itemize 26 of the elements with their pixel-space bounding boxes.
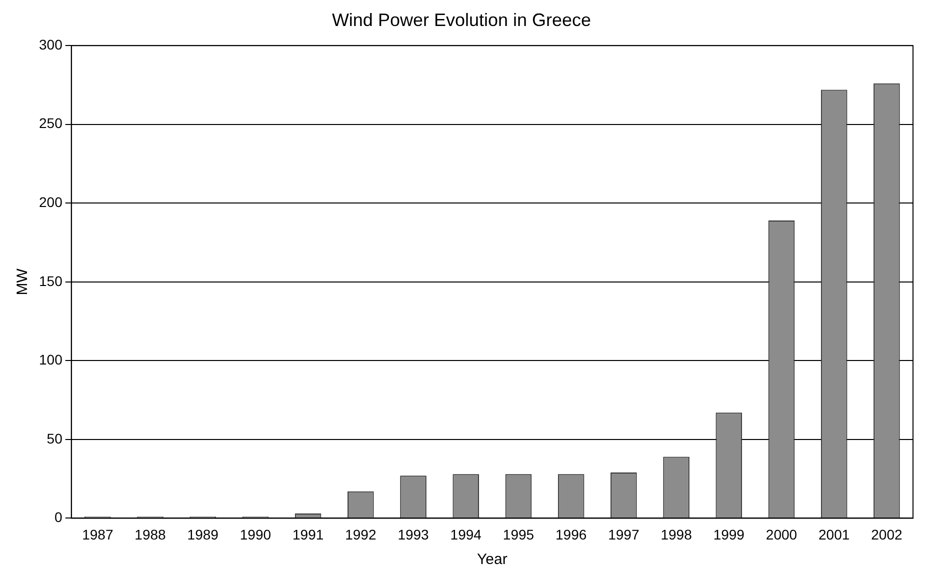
x-tick-label: 2002 (871, 526, 902, 542)
x-tick-label: 1991 (292, 526, 324, 542)
x-tick-label: 1987 (82, 526, 114, 542)
x-tick-label: 1997 (608, 526, 640, 542)
x-tick-label: 2000 (766, 526, 798, 542)
x-tick-label: 1992 (345, 526, 376, 542)
x-tick-label: 1994 (450, 526, 482, 542)
y-axis-title: MW (14, 268, 32, 296)
y-tick-label: 100 (39, 352, 63, 368)
chart-title: Wind Power Evolution in Greece (332, 10, 592, 30)
y-tick-label: 50 (46, 430, 63, 446)
y-tick-label: 200 (39, 194, 63, 210)
x-tick-label: 2001 (818, 526, 850, 542)
x-tick-label: 1999 (713, 526, 745, 542)
y-tick-label: 150 (39, 272, 63, 289)
x-axis-title: Year (477, 551, 508, 568)
x-tick-label: 1990 (240, 526, 272, 542)
x-tick-label: 1988 (134, 526, 166, 542)
y-tick-label: 0 (54, 509, 63, 526)
y-tick-label: 300 (39, 36, 63, 52)
x-tick-label: 1998 (660, 526, 692, 542)
x-tick-label: 1993 (398, 526, 430, 542)
x-tick-label: 1995 (502, 526, 534, 542)
x-tick-label: 1996 (556, 526, 587, 542)
y-tick-label: 250 (39, 115, 63, 132)
x-tick-label: 1989 (187, 526, 219, 542)
